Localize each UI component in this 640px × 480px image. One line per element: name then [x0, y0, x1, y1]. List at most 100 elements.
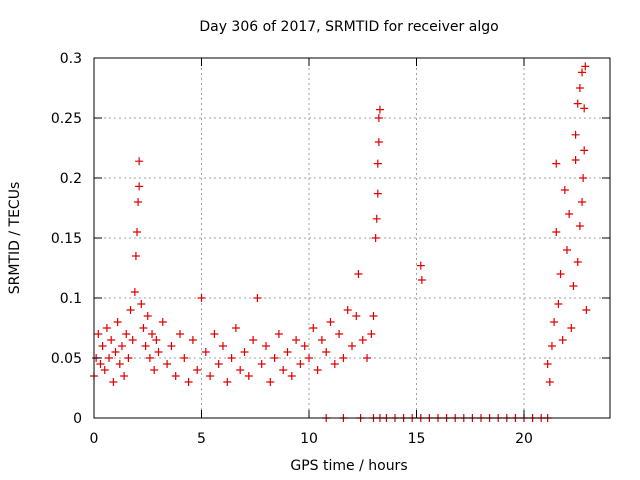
- data-point: [150, 366, 159, 374]
- data-point: [171, 372, 180, 380]
- data-point: [369, 312, 378, 320]
- data-point: [274, 330, 283, 338]
- data-point: [197, 294, 206, 302]
- data-point: [163, 360, 172, 368]
- data-point: [122, 330, 131, 338]
- data-point: [309, 324, 318, 332]
- data-point: [296, 360, 305, 368]
- data-point: [582, 306, 591, 314]
- data-point: [580, 104, 589, 113]
- y-tick-label: 0.1: [60, 291, 82, 307]
- y-tick-label: 0.3: [60, 51, 82, 67]
- data-point: [135, 157, 144, 166]
- data-point: [94, 330, 103, 338]
- data-point: [176, 330, 184, 338]
- data-point: [214, 360, 223, 368]
- data-point: [348, 342, 356, 350]
- data-point: [374, 114, 383, 122]
- data-point: [115, 360, 124, 368]
- data-point: [184, 378, 193, 386]
- data-point: [134, 198, 143, 206]
- data-point: [372, 214, 381, 223]
- data-point: [313, 366, 322, 374]
- data-point: [236, 366, 245, 374]
- data-point: [124, 354, 133, 362]
- data-point: [326, 318, 335, 326]
- data-point: [206, 372, 215, 380]
- data-point: [102, 324, 111, 332]
- data-point: [343, 306, 352, 314]
- data-point: [554, 300, 563, 308]
- data-point: [354, 270, 363, 278]
- data-point: [560, 186, 569, 194]
- data-point: [578, 68, 587, 77]
- y-tick-label: 0.05: [51, 351, 82, 367]
- axis-ticks: 0 0.05 0.1 0.15 0.2 0.25 0.3 0 5 10 15 20: [51, 51, 610, 447]
- data-point: [249, 336, 258, 344]
- data-point: [231, 324, 240, 332]
- data-point: [545, 378, 554, 386]
- data-point: [283, 348, 292, 356]
- plot-frame: [93, 57, 611, 419]
- data-point: [363, 354, 372, 362]
- data-point: [126, 306, 135, 314]
- data-point: [374, 138, 383, 146]
- data-point: [201, 348, 210, 356]
- data-point: [107, 336, 116, 344]
- data-point: [266, 378, 275, 386]
- data-point: [573, 258, 582, 266]
- data-point: [111, 348, 120, 356]
- data-point: [339, 354, 348, 362]
- data-point: [227, 354, 236, 362]
- data-point: [352, 312, 361, 320]
- data-point: [569, 282, 578, 290]
- chart-title: Day 306 of 2017, SRMTID for receiver alg…: [199, 19, 498, 35]
- data-point: [317, 336, 326, 344]
- data-point: [287, 372, 296, 380]
- data-point: [219, 342, 227, 350]
- data-point: [567, 324, 576, 332]
- data-point: [375, 105, 384, 114]
- data-point: [292, 336, 301, 344]
- data-point: [193, 366, 202, 374]
- data-point: [575, 222, 584, 230]
- x-tick-label: 20: [515, 431, 533, 447]
- data-point: [556, 270, 565, 278]
- data-point: [552, 159, 561, 168]
- x-tick-label: 10: [300, 431, 318, 447]
- data-point: [335, 330, 344, 338]
- grid-lines: [94, 58, 610, 418]
- data-point: [573, 99, 582, 108]
- data-point: [270, 354, 279, 362]
- data-point: [279, 366, 288, 374]
- data-point: [109, 378, 118, 386]
- data-point: [135, 182, 144, 191]
- data-point: [417, 276, 426, 284]
- data-point: [578, 198, 587, 206]
- data-point: [579, 174, 588, 182]
- data-point: [128, 336, 137, 344]
- data-point: [300, 342, 309, 350]
- x-tick-label: 15: [408, 431, 426, 447]
- data-point: [131, 252, 140, 260]
- data-point: [143, 312, 152, 320]
- data-point: [373, 159, 382, 168]
- data-point: [575, 84, 584, 92]
- data-point: [322, 348, 331, 356]
- data-point: [154, 348, 163, 356]
- data-point: [330, 360, 339, 368]
- data-point: [100, 366, 109, 374]
- data-point: [120, 372, 129, 380]
- data-point: [305, 354, 313, 362]
- data-point: [262, 342, 270, 350]
- data-point: [167, 342, 176, 350]
- data-point: [550, 318, 559, 326]
- x-tick-label: 5: [197, 431, 206, 447]
- data-point: [240, 348, 249, 356]
- y-tick-label: 0.25: [51, 111, 82, 127]
- data-point: [565, 210, 574, 218]
- data-point: [117, 342, 126, 350]
- data-point: [141, 342, 150, 350]
- data-point: [358, 336, 367, 344]
